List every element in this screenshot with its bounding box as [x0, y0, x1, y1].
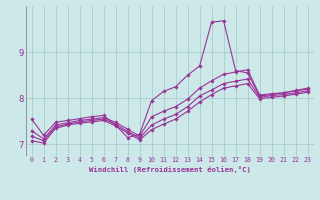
X-axis label: Windchill (Refroidissement éolien,°C): Windchill (Refroidissement éolien,°C) [89, 166, 251, 173]
